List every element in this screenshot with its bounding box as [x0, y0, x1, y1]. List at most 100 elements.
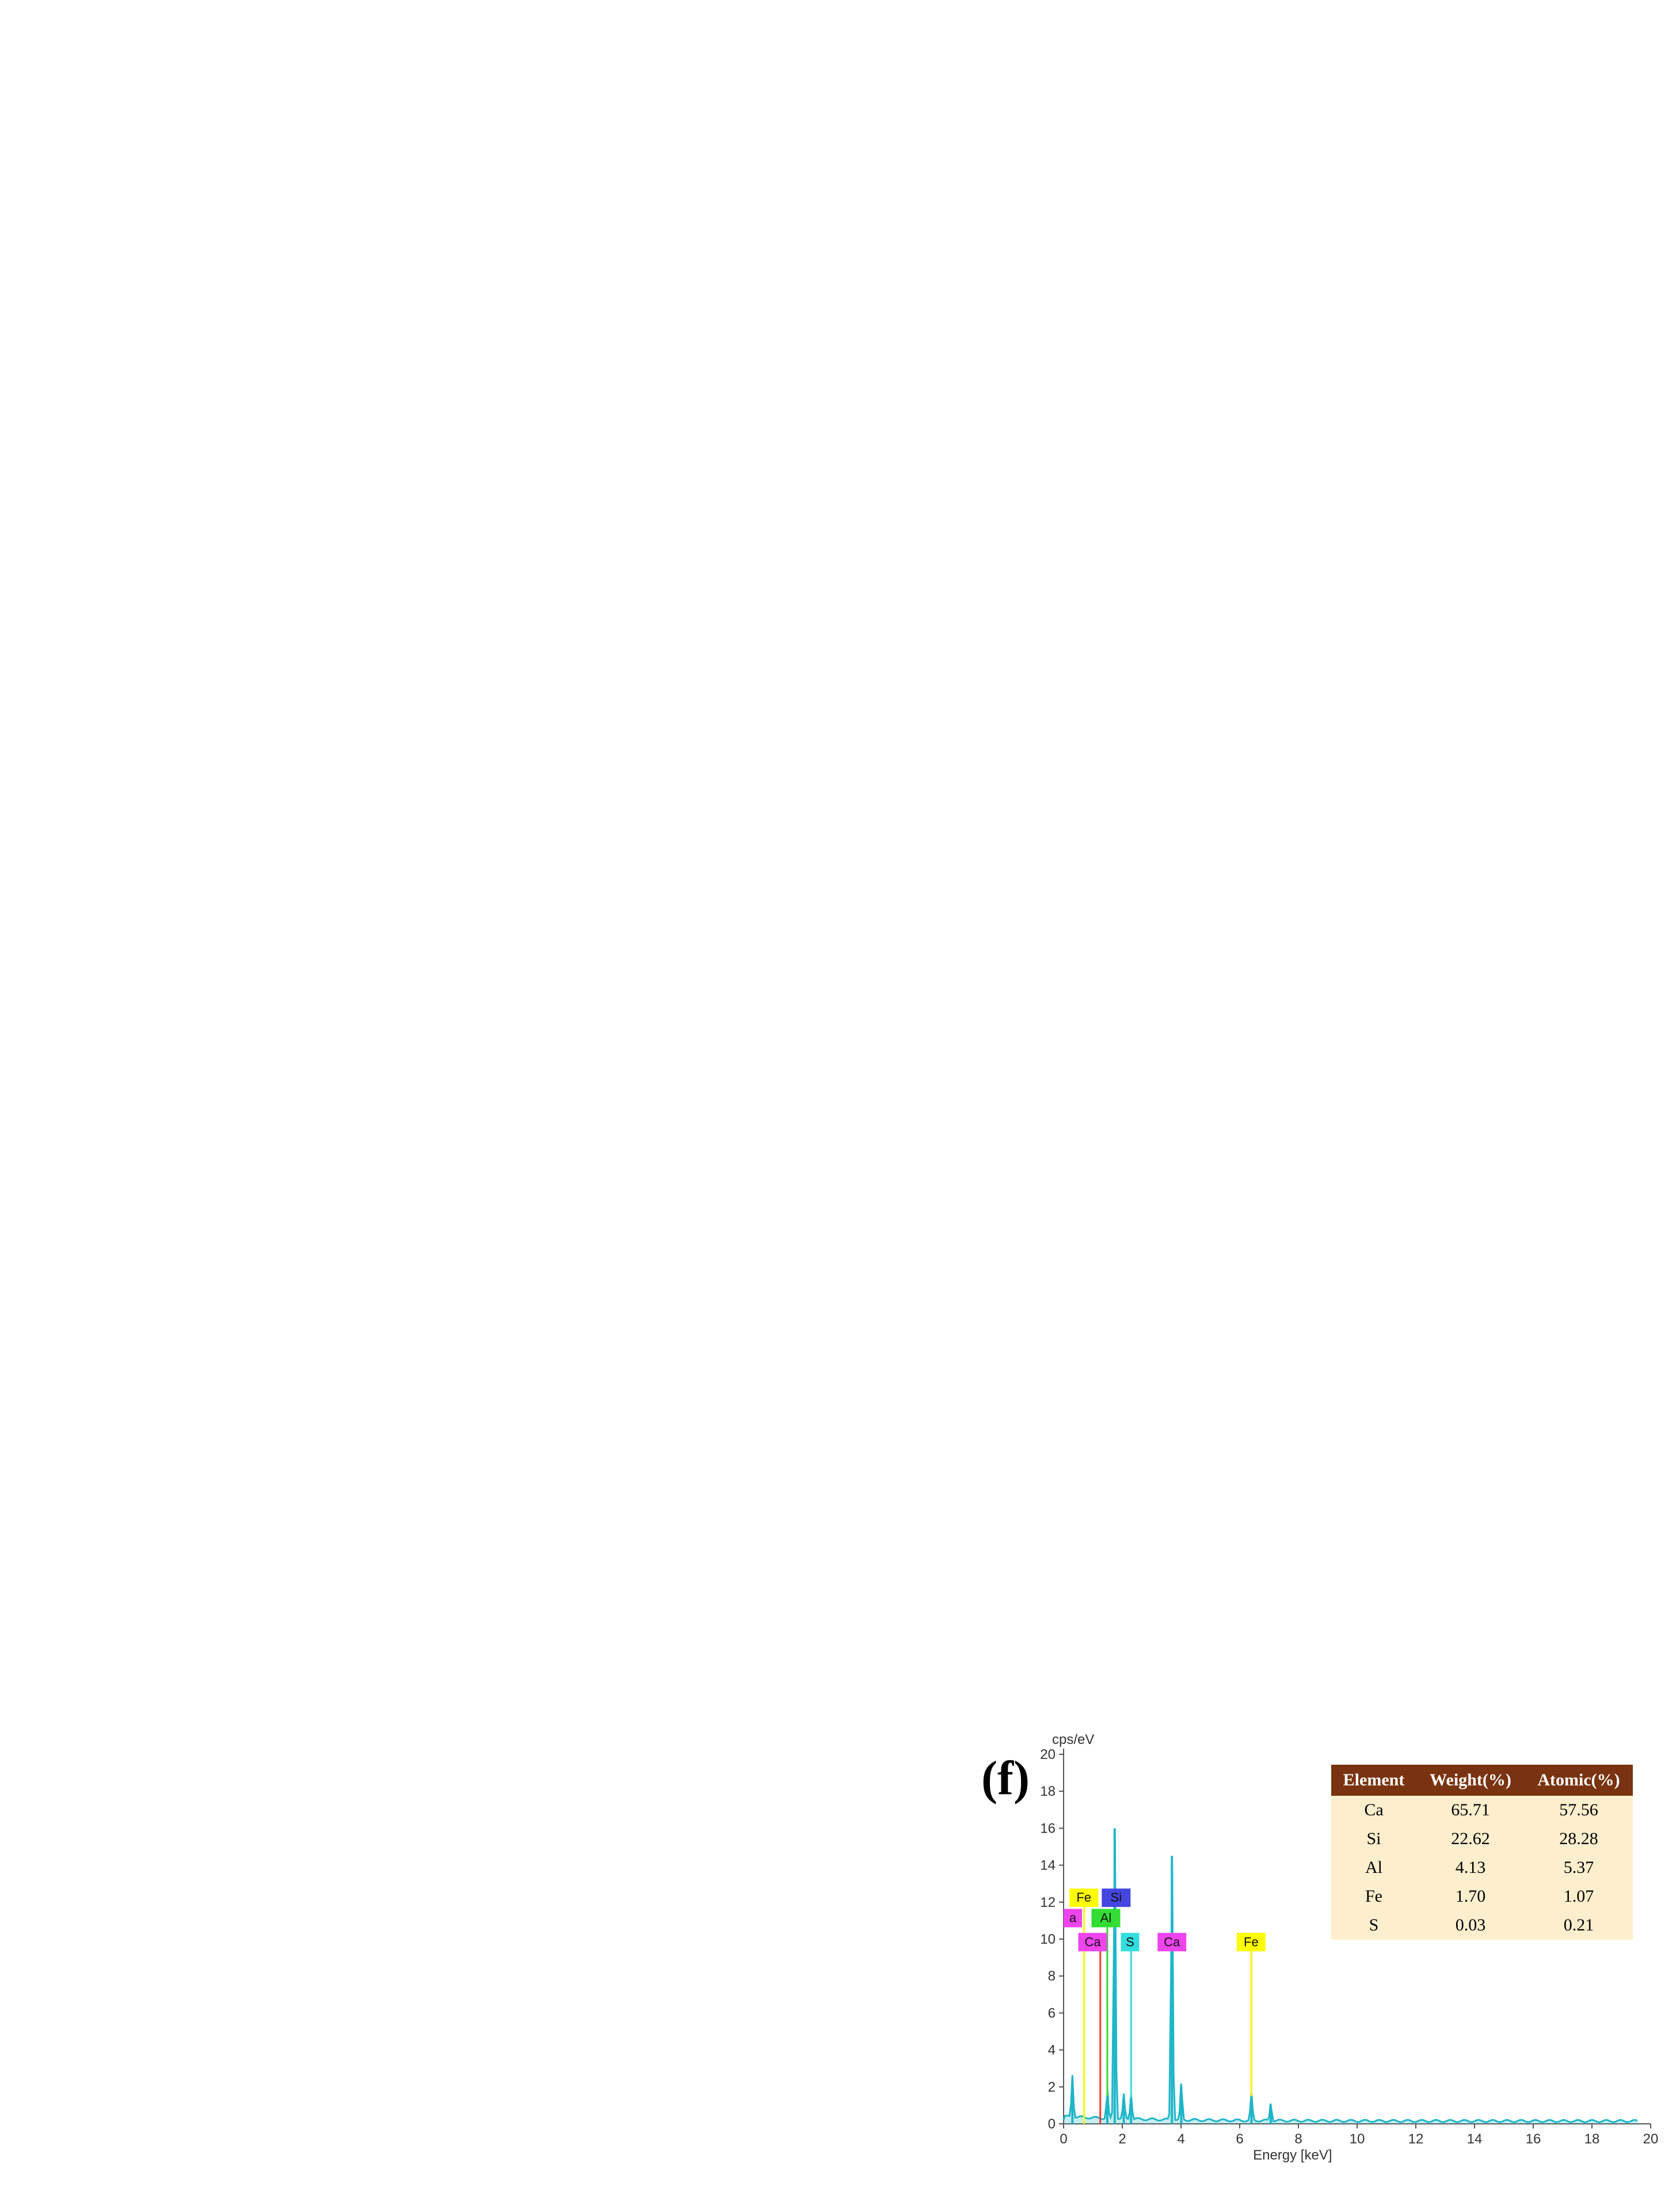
table-cell: 2.64	[1452, 486, 1483, 505]
annotation-label: CH crystals	[523, 1918, 639, 1944]
table-cell: Fe	[1372, 992, 1389, 1011]
table-cell: Fe	[1362, 572, 1380, 591]
table-header-row: Element Weight(%) Atomic(%)	[1316, 38, 1618, 69]
table-row: Fe 1.70 1.07	[1331, 1882, 1633, 1911]
table-header-row: Element Weight(%) Atomic(%)	[1331, 1765, 1633, 1796]
table-header: Weight(%)	[1414, 450, 1522, 481]
table-cell: 1.38	[1462, 1021, 1493, 1040]
table-cell: Ca	[1364, 1800, 1384, 1819]
table-row: Si 22.62 28.28	[1331, 1825, 1633, 1853]
composition-table: Element Weight(%) Atomic(%) Ca 64.76 55.91 Si 2…	[1338, 870, 1640, 1045]
table-cell: S	[1369, 1915, 1379, 1934]
table-cell: 22.46	[1565, 1351, 1604, 1370]
table-cell: Zr	[1371, 1467, 1388, 1486]
table-row: Ca 35.52 22.46	[1337, 1347, 1639, 1376]
annotation-label: AFt	[767, 1850, 805, 1876]
table-cell: 22.62	[1451, 1829, 1490, 1848]
annotation-label: CH crystals	[708, 614, 824, 640]
table-cell: Al	[1362, 543, 1380, 562]
table-row: Ca 0.90 0.74	[1316, 69, 1618, 98]
table-header: Atomic(%)	[1510, 38, 1618, 69]
table-cell: 3.80	[1569, 1409, 1600, 1428]
table-cell: 0.85	[1570, 1021, 1601, 1040]
table-cell: 12.80	[1565, 1380, 1604, 1399]
table-cell: 8.82	[1560, 601, 1591, 620]
table-cell: 1.07	[1563, 1887, 1594, 1906]
table-cell: 2.63	[1569, 1438, 1600, 1457]
table-row: Fe 1.07 0.79	[1316, 155, 1618, 184]
table-row: Si 69.87 81.17	[1328, 510, 1630, 539]
table-header: Element	[1337, 1316, 1422, 1347]
table-cell: 5.37	[1563, 1858, 1594, 1877]
table-cell: Zr	[1372, 1021, 1389, 1040]
table-header-row: Element Weight(%) Atomic(%)	[1338, 870, 1640, 901]
table-cell: 5.76	[1461, 1438, 1492, 1457]
annotation-label: C-S-H gel	[564, 1545, 661, 1571]
table-cell: Zr	[1362, 601, 1380, 620]
table-header: Element	[1328, 450, 1414, 481]
table-cell: 69.87	[1448, 515, 1487, 534]
composition-table: Element Weight(%) Atomic(%) Ca 35.52 22.46 Si 1…	[1337, 1316, 1639, 1491]
table-cell: 22.35	[1448, 543, 1487, 562]
table-row: Ca 64.76 55.91	[1338, 901, 1640, 930]
table-header: Atomic(%)	[1525, 1765, 1633, 1796]
table-cell: 0.63	[1560, 572, 1591, 591]
table-header: Weight(%)	[1416, 1765, 1525, 1796]
eds-panel-label: (g)	[981, 1305, 1038, 1358]
table-row: Al 24.48 8.75	[1316, 127, 1618, 155]
table-cell: 8.75	[1548, 131, 1579, 150]
table-cell: Fe	[1350, 160, 1367, 179]
annotation-label: AFt	[708, 1430, 746, 1456]
table-cell: 0.91	[1452, 572, 1483, 591]
table-cell: 28.28	[1559, 1829, 1598, 1848]
table-cell: 83.60	[1544, 102, 1583, 121]
table-header-row: Element Weight(%) Atomic(%)	[1328, 450, 1630, 481]
table-row: Si 70.68 83.60	[1316, 98, 1618, 127]
table-cell: 0.41	[1569, 1467, 1600, 1486]
table-header: Atomic(%)	[1530, 1316, 1639, 1347]
table-cell: 3.71	[1462, 992, 1493, 1011]
composition-table: Element Weight(%) Atomic(%) Ca 2.64 2.15 Si 69.…	[1328, 450, 1630, 625]
annotation-label: C-S-H gel	[759, 1978, 855, 2004]
table-cell: 57.56	[1559, 1800, 1598, 1819]
annotation-label: C-S-H gel	[689, 527, 786, 553]
table-cell: 0.79	[1548, 160, 1579, 179]
table-cell: 24.48	[1436, 131, 1475, 150]
table-header: Atomic(%)	[1532, 870, 1640, 901]
table-cell: 1.22	[1461, 1467, 1492, 1486]
table-cell: 6.97	[1462, 963, 1493, 982]
table-cell: 1.70	[1455, 1887, 1486, 1906]
table-cell: 3.95	[1440, 189, 1471, 208]
table-row: Al 4.13 5.37	[1331, 1853, 1633, 1882]
table-cell: 0.74	[1548, 74, 1579, 93]
table-cell: 2.15	[1560, 486, 1591, 505]
table-cell: 1.07	[1440, 160, 1471, 179]
table-cell: Al	[1365, 1858, 1382, 1877]
table-row: S 0.03 0.21	[1331, 1911, 1633, 1940]
table-cell: Si	[1372, 1380, 1387, 1399]
table-cell: 23.18	[1458, 935, 1497, 954]
table-header: Element	[1331, 1765, 1416, 1796]
table-cell: 0.21	[1563, 1915, 1594, 1934]
table-header: Element	[1338, 870, 1423, 901]
table-header: Weight(%)	[1422, 1316, 1530, 1347]
table-cell: Ca	[1370, 1351, 1389, 1370]
table-cell: 4.76	[1570, 992, 1601, 1011]
table-row: Al 4.02 3.80	[1337, 1404, 1639, 1433]
table-cell: 0.90	[1440, 74, 1471, 93]
table-cell: Fe	[1365, 1887, 1382, 1906]
table-cell: 28.56	[1566, 935, 1605, 954]
table-cell: 4.02	[1461, 1409, 1492, 1428]
table-row: Fe 0.91 0.63	[1328, 568, 1630, 596]
table-cell: 4.13	[1455, 1858, 1486, 1877]
table-cell: 5.14	[1452, 601, 1483, 620]
table-cell: Si	[1366, 1829, 1381, 1848]
table-cell: 7.85	[1560, 543, 1591, 562]
eds-panel-label: (f)	[981, 1751, 1030, 1805]
table-cell: Ca	[1371, 906, 1391, 925]
annotation-label: CH crystals	[676, 1073, 793, 1099]
table-cell: Ca	[1349, 74, 1369, 93]
table-cell: Zr	[1350, 189, 1367, 208]
table-cell: 35.52	[1457, 1351, 1496, 1370]
table-header: Element	[1316, 38, 1401, 69]
